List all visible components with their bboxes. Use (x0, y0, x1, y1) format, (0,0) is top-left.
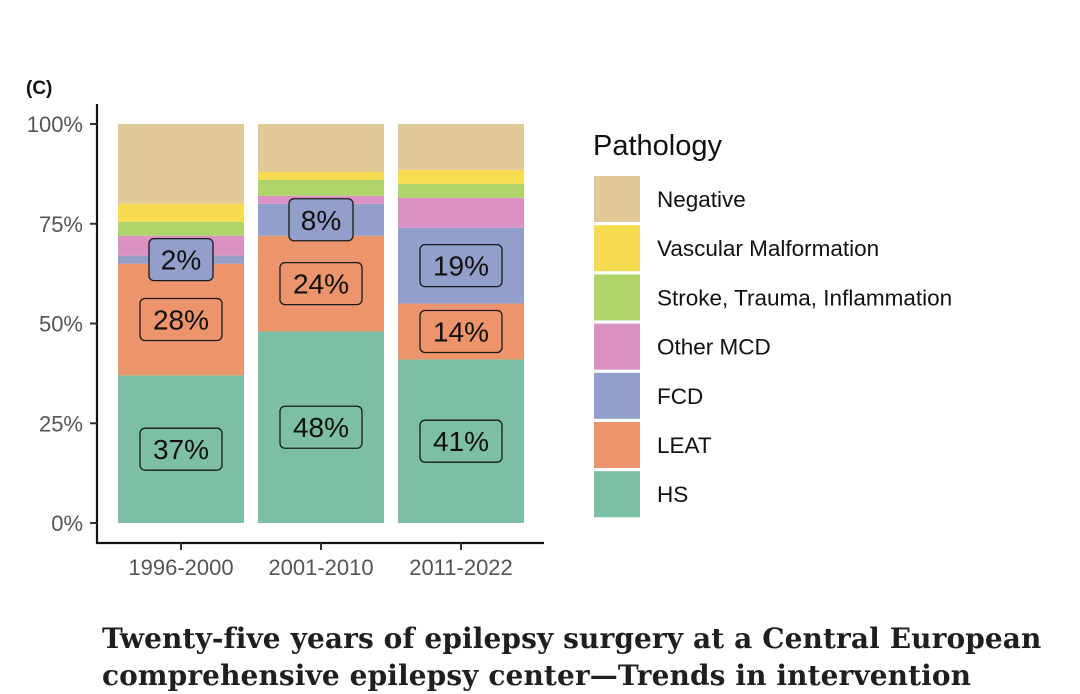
data-label: 8% (301, 205, 341, 236)
legend-label: LEAT (657, 433, 712, 458)
y-tick-label: 0% (51, 511, 83, 536)
legend-swatch-hs (594, 471, 640, 518)
bar-segment-stroke-trauma-inflammation (118, 221, 244, 236)
data-label: 41% (433, 426, 489, 457)
y-tick-label: 100% (27, 112, 83, 137)
data-label: 37% (153, 434, 209, 465)
legend-swatch-leat (594, 422, 640, 468)
legend-swatch-other-mcd (594, 323, 640, 370)
bar-segment-vascular-malformation (398, 169, 524, 184)
legend-swatch-fcd (594, 372, 640, 419)
stacked-bar-chart: (C) 37% 28% 2% 48% 24% 8% 41% 14% 19% 0% 25% 50% 75… (26, 78, 952, 580)
article-title: Twenty-five years of epilepsy surgery at… (102, 620, 1062, 694)
bar-segment-vascular-malformation (118, 203, 244, 222)
legend-label: Other MCD (657, 335, 771, 360)
y-tick-label: 75% (39, 212, 83, 237)
data-label: 24% (293, 269, 349, 300)
bar-segment-stroke-trauma-inflammation (258, 179, 384, 196)
bar-segment-negative (118, 124, 244, 204)
y-tick-label: 25% (39, 411, 83, 436)
data-label-box (288, 198, 354, 242)
y-tick-label: 50% (39, 312, 83, 337)
data-label: 48% (293, 412, 349, 443)
legend-label: HS (657, 482, 688, 507)
data-label-box (139, 427, 223, 471)
legend-swatch-stroke-trauma-inflammation (594, 274, 640, 321)
data-label-box (279, 261, 363, 306)
legend-label: Stroke, Trauma, Inflammation (657, 285, 952, 310)
data-label: 19% (433, 251, 489, 282)
data-label: 28% (153, 305, 209, 336)
legend-label: Negative (657, 187, 746, 212)
legend-label: Vascular Malformation (657, 236, 879, 261)
data-label-box (419, 243, 503, 288)
data-label: 14% (433, 316, 489, 347)
x-tick-label: 2011-2022 (409, 555, 513, 580)
data-label: 2% (161, 245, 201, 276)
x-tick-label: 1996-2000 (128, 555, 233, 580)
data-label-box (279, 405, 363, 449)
article-title-line-1: Twenty-five years of epilepsy surgery at… (102, 622, 1042, 655)
legend-label: FCD (657, 384, 703, 409)
bar-segment-stroke-trauma-inflammation (398, 183, 524, 198)
bar-segment-negative (398, 124, 524, 170)
bar-segment-other-mcd (398, 197, 524, 228)
legend-swatch-negative (594, 176, 640, 222)
data-label-box (419, 419, 503, 463)
x-tick-label: 2001-2010 (268, 555, 373, 580)
article-title-line-2: comprehensive epilepsy center—Trends in … (102, 659, 972, 692)
data-label-box (419, 309, 503, 354)
data-label-box (148, 238, 214, 282)
legend-swatch-vascular-malformation (594, 225, 640, 272)
panel-label: (C) (26, 78, 52, 99)
bar-segment-vascular-malformation (258, 171, 384, 180)
legend-title: Pathology (593, 130, 722, 162)
bar-segment-negative (258, 124, 384, 172)
data-label-box (139, 297, 223, 342)
